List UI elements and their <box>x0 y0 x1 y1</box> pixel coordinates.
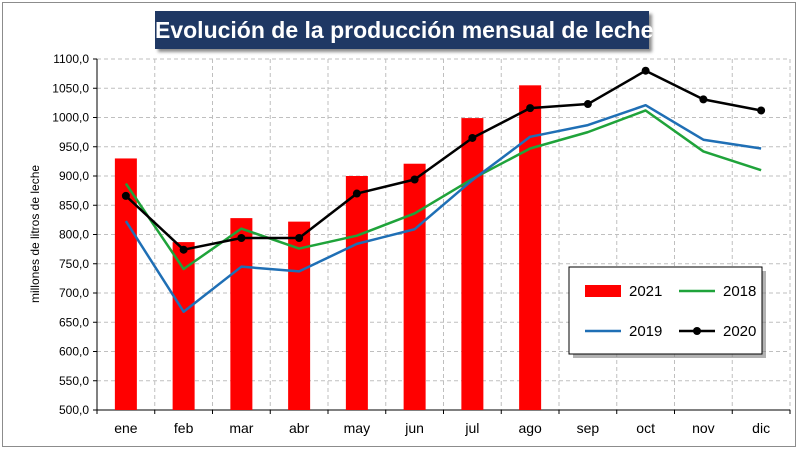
gridlines <box>97 58 791 410</box>
bar-2021-ago <box>519 85 542 410</box>
y-tick-label: 1050,0 <box>52 81 89 95</box>
y-tick-label: 750,0 <box>59 257 89 271</box>
y-tick-label: 600,0 <box>59 345 89 359</box>
legend-label-2020: 2020 <box>723 323 756 340</box>
point-2020-oct <box>641 66 650 75</box>
x-tick-labels: ene feb mar abr may jun jul ago sep oct nov dic <box>114 420 770 436</box>
point-2020-mar <box>237 234 246 243</box>
point-2020-dic <box>757 106 766 115</box>
chart-title: Evolución de la producción mensual de le… <box>155 17 654 43</box>
y-axis-label: millones de litros de leche <box>28 165 42 303</box>
point-2020-nov <box>699 95 708 104</box>
x-tick-label: feb <box>174 420 194 436</box>
chart-title-box: Evolución de la producción mensual de le… <box>155 11 654 49</box>
point-2020-jul <box>468 133 477 142</box>
axes <box>93 58 791 414</box>
x-tick-label: nov <box>692 420 715 436</box>
bar-2021-abr <box>288 221 311 410</box>
line-series <box>121 66 766 313</box>
point-2020-may <box>352 189 361 198</box>
y-tick-label: 900,0 <box>59 169 89 183</box>
legend-box <box>568 266 763 355</box>
x-tick-label: jul <box>464 420 479 436</box>
x-tick-label: dic <box>752 420 770 436</box>
x-tick-label: abr <box>289 420 310 436</box>
bar-2021-may <box>345 176 368 410</box>
point-2020-ene <box>121 191 130 200</box>
line-2019 <box>124 103 762 313</box>
point-2020-abr <box>295 234 304 243</box>
chart-svg: 500,0 550,0 600,0 650,0 700,0 750,0 800,0 850,0… <box>28 52 791 436</box>
x-tick-label: oct <box>636 420 655 436</box>
legend-label-2021: 2021 <box>629 283 662 300</box>
point-2020-feb <box>179 245 188 254</box>
y-tick-labels: 500,0 550,0 600,0 650,0 700,0 750,0 800,0 850,0… <box>52 52 89 417</box>
y-tick-label: 850,0 <box>59 198 89 212</box>
point-2020-ago <box>526 104 535 113</box>
y-tick-label: 550,0 <box>59 374 89 388</box>
bar-2021-feb <box>172 242 195 410</box>
y-tick-label: 700,0 <box>59 286 89 300</box>
line-2020 <box>125 69 762 251</box>
x-tick-label: mar <box>229 420 253 436</box>
point-2020-jun <box>410 175 419 184</box>
x-tick-label: jun <box>404 420 424 436</box>
x-tick-label: ago <box>518 420 542 436</box>
y-tick-label: 800,0 <box>59 228 89 242</box>
x-tick-label: ene <box>114 420 138 436</box>
y-tick-label: 650,0 <box>59 315 89 329</box>
y-tick-label: 500,0 <box>59 403 89 417</box>
bar-2021-ene <box>114 158 137 410</box>
chart-frame: 500,0 550,0 600,0 650,0 700,0 750,0 800,0 850,0… <box>2 2 796 447</box>
y-tick-label: 1100,0 <box>53 52 89 66</box>
bar-2021-mar <box>230 218 253 410</box>
bar-series <box>114 85 542 411</box>
legend: 2021 2018 2019 2020 <box>568 266 766 358</box>
y-tick-label: 1000,0 <box>52 111 89 125</box>
x-tick-label: may <box>344 420 370 436</box>
line-2018 <box>124 109 762 271</box>
bar-2021-jul <box>461 118 484 411</box>
legend-label-2019: 2019 <box>629 323 662 340</box>
point-2020-sep <box>583 100 592 109</box>
legend-marker-2020 <box>693 327 701 335</box>
x-tick-label: sep <box>577 420 600 436</box>
y-tick-label: 950,0 <box>59 140 89 154</box>
bar-2021-jun <box>403 163 426 410</box>
legend-swatch-2021 <box>585 285 621 297</box>
legend-label-2018: 2018 <box>723 283 756 300</box>
